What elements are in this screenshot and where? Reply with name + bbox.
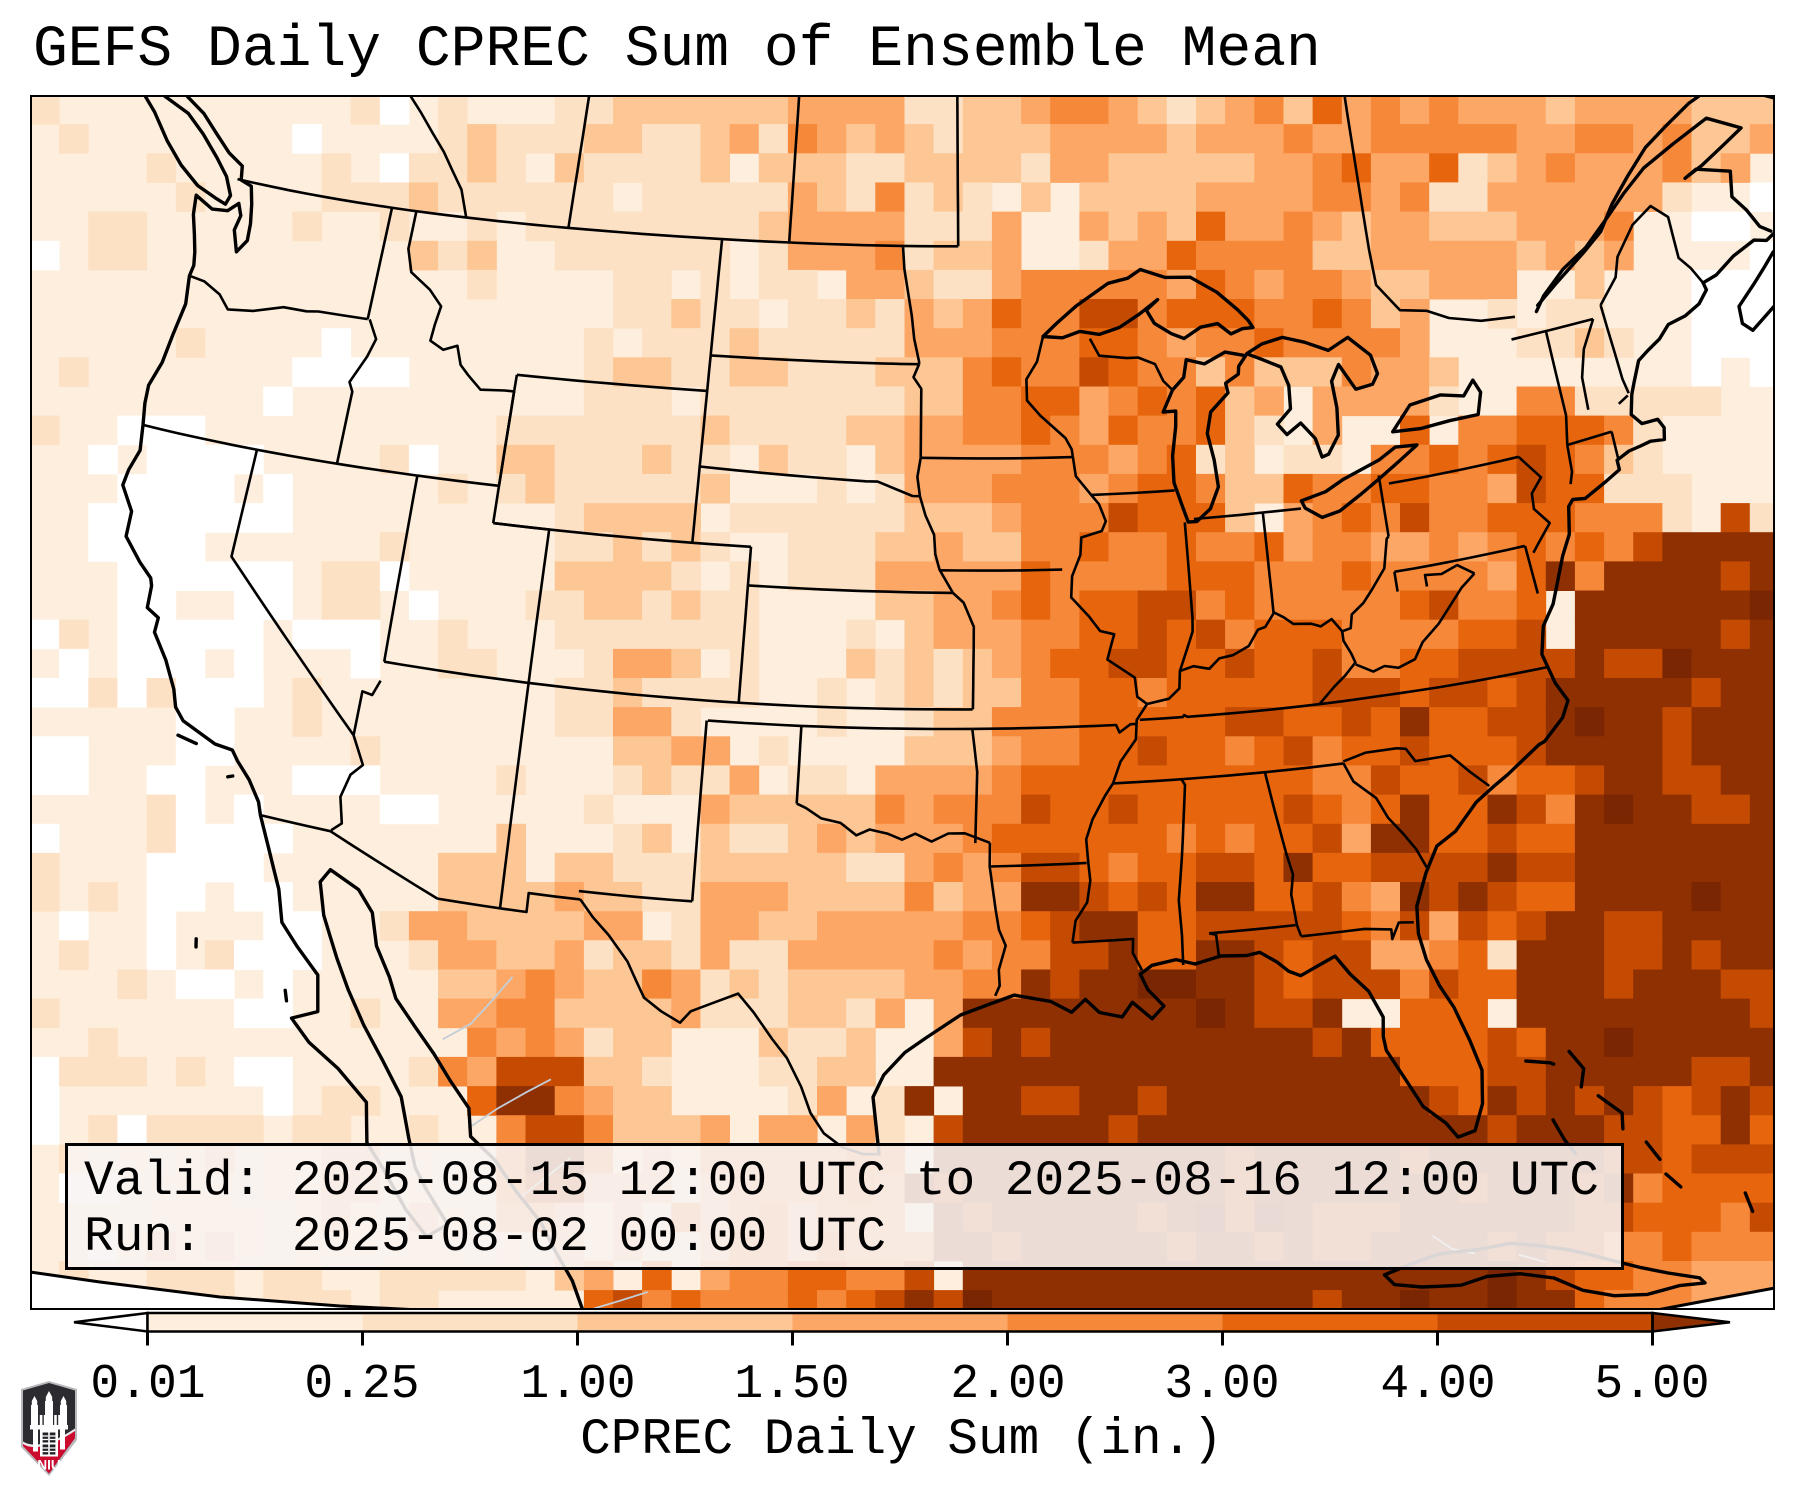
svg-text:NIU: NIU xyxy=(37,1458,60,1473)
